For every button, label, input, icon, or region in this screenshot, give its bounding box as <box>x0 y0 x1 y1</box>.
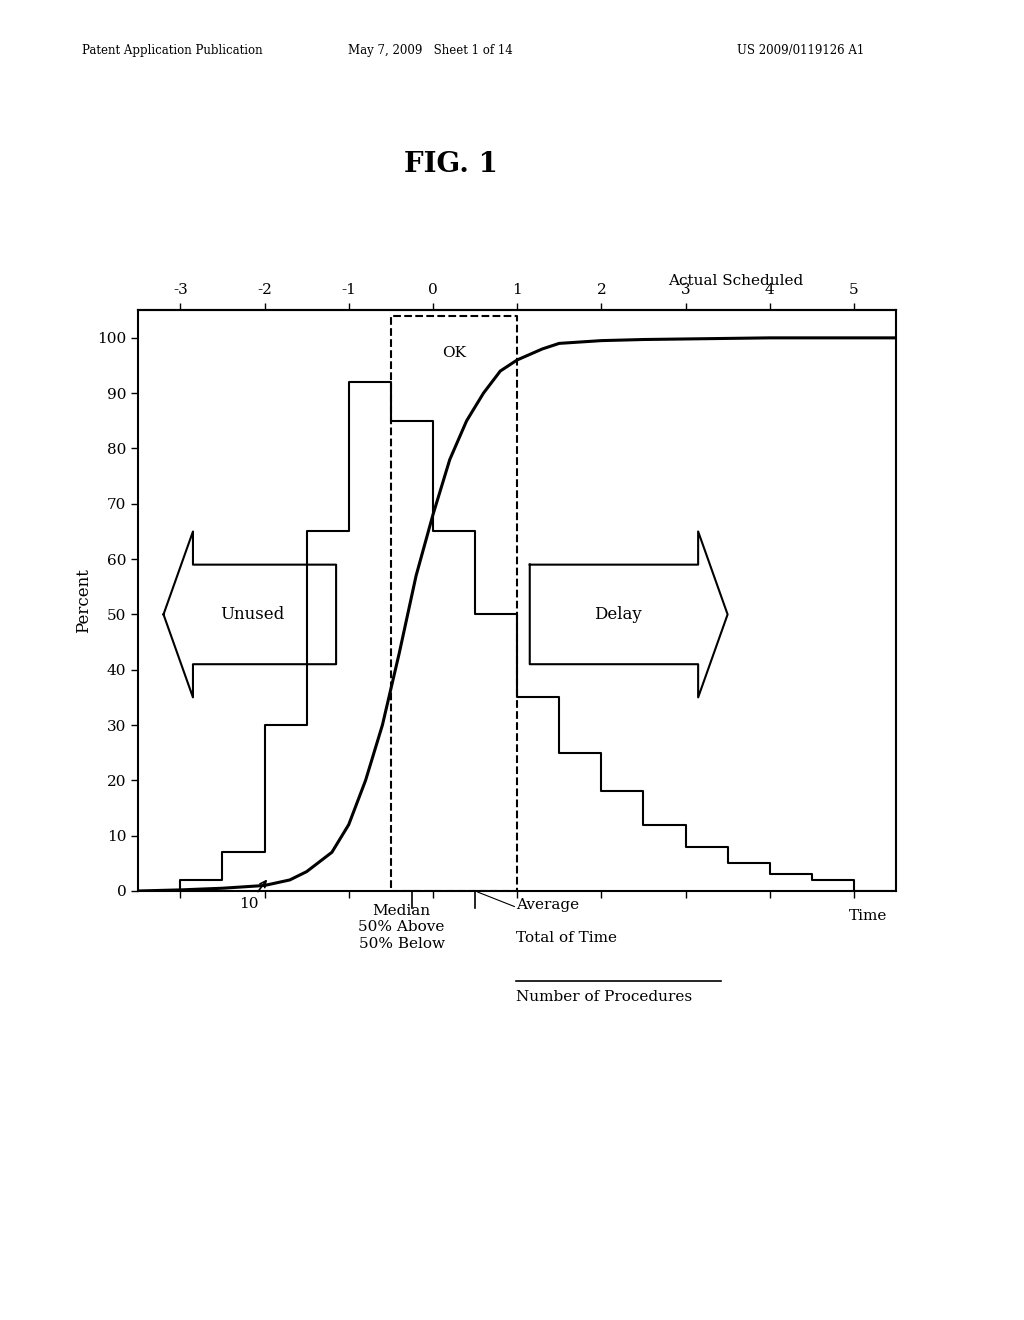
Text: 10: 10 <box>240 880 266 911</box>
Text: OK: OK <box>442 346 466 360</box>
Text: 2: 2 <box>596 282 606 297</box>
Text: Actual Scheduled: Actual Scheduled <box>669 273 804 288</box>
Text: 4: 4 <box>765 282 774 297</box>
Text: FIG. 1: FIG. 1 <box>403 152 498 178</box>
Y-axis label: Percent: Percent <box>75 568 91 634</box>
Text: May 7, 2009   Sheet 1 of 14: May 7, 2009 Sheet 1 of 14 <box>348 44 512 57</box>
Text: 0: 0 <box>428 282 438 297</box>
Text: 5: 5 <box>849 282 859 297</box>
Text: -2: -2 <box>257 282 272 297</box>
Text: 1: 1 <box>512 282 522 297</box>
Text: Unused: Unused <box>220 606 284 623</box>
Text: Total of Time: Total of Time <box>516 931 617 945</box>
Text: Average: Average <box>516 898 580 912</box>
Text: Delay: Delay <box>594 606 642 623</box>
Text: -1: -1 <box>341 282 356 297</box>
Text: Patent Application Publication: Patent Application Publication <box>82 44 262 57</box>
Text: US 2009/0119126 A1: US 2009/0119126 A1 <box>737 44 864 57</box>
Text: 3: 3 <box>681 282 690 297</box>
Text: Number of Procedures: Number of Procedures <box>516 990 692 1005</box>
Text: Time: Time <box>849 909 888 923</box>
Text: -3: -3 <box>173 282 187 297</box>
Text: Median
50% Above
50% Below: Median 50% Above 50% Below <box>358 904 444 950</box>
